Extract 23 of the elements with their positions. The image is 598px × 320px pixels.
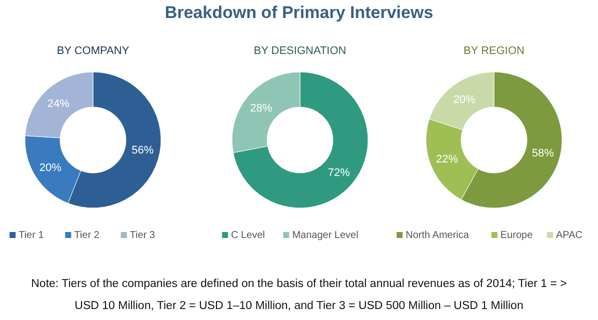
chart-title: BY DESIGNATION xyxy=(254,45,346,57)
data-label: 20% xyxy=(39,162,62,174)
legend-label: Manager Level xyxy=(292,230,358,241)
text: Breakdown of Primary Interviews xyxy=(164,3,434,22)
legend-label: Europe xyxy=(500,230,534,241)
data-label: 22% xyxy=(436,153,458,166)
chart-title: BY REGION xyxy=(464,45,525,57)
data-label: 72% xyxy=(328,167,350,180)
data-label: 20% xyxy=(453,94,476,106)
legend-label: C Level xyxy=(231,230,265,241)
legend-label: North America xyxy=(406,230,470,241)
data-label: 56% xyxy=(132,144,154,156)
legend-label: Tier 2 xyxy=(74,230,100,241)
data-label: 24% xyxy=(47,98,70,110)
text: Note: Tiers of the companies are defined on the basis of their total annual revenues as of 2014; Tier 1 = > xyxy=(31,278,568,290)
donut-slice xyxy=(232,72,368,208)
data-label: 28% xyxy=(250,102,272,115)
data-label: 58% xyxy=(532,147,554,160)
legend-label: APAC xyxy=(556,230,582,241)
text: USD 10 Million, Tier 2 = USD 1–10 Million, and Tier 3 = USD 500 Million – USD 1 Million xyxy=(74,300,524,312)
legend-label: Tier 3 xyxy=(130,230,156,241)
chart-title: BY COMPANY xyxy=(56,45,130,57)
legend-label: Tier 1 xyxy=(18,230,44,241)
